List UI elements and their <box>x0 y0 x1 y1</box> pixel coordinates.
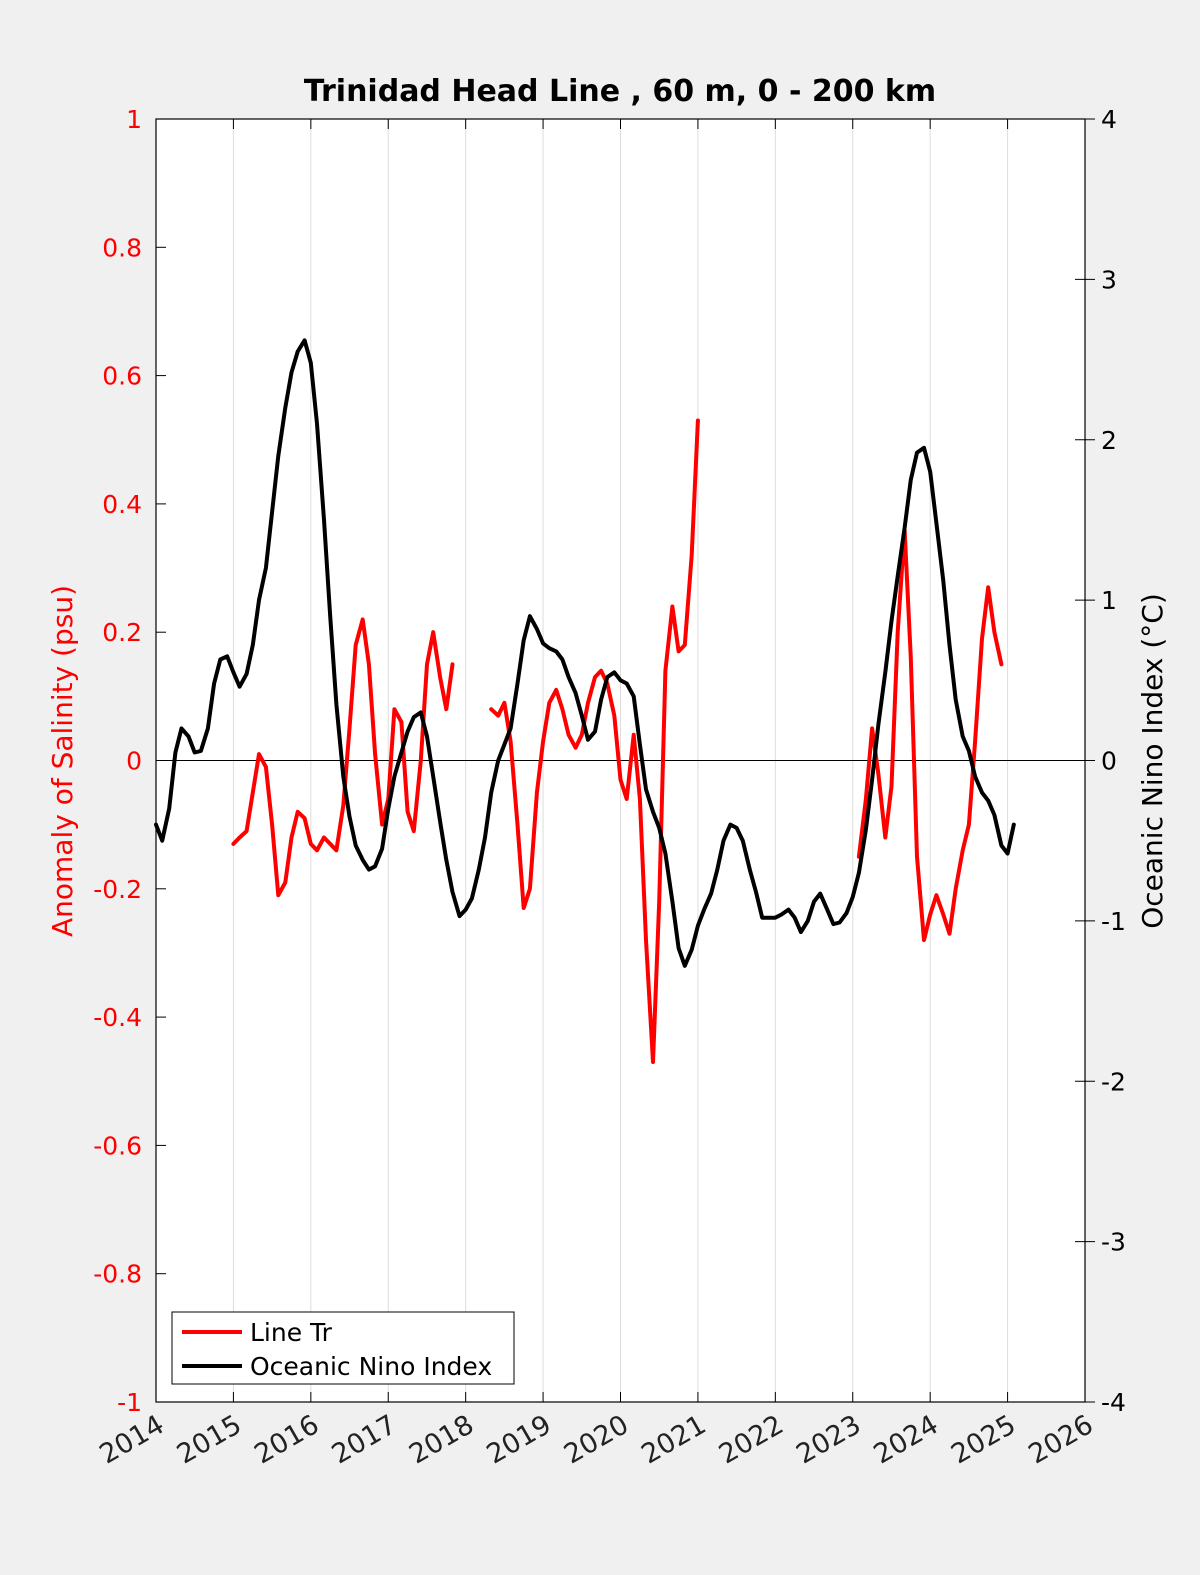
legend-label-line-tr: Line Tr <box>250 1318 333 1347</box>
series-lines <box>154 338 1016 1064</box>
x-tick-label-2020: 2020 <box>559 1409 634 1470</box>
y-left-tick-label: 0.2 <box>102 618 142 647</box>
x-tick-label-2014: 2014 <box>94 1409 169 1470</box>
chart-title: Trinidad Head Line , 60 m, 0 - 200 km <box>304 74 936 109</box>
x-tick-label-2021: 2021 <box>636 1409 711 1470</box>
y-right-tick-label: 2 <box>1101 426 1117 455</box>
y-right-tick-label: -4 <box>1101 1388 1126 1417</box>
y-right-tick-label: 1 <box>1101 586 1117 615</box>
y-right-tick-label: -1 <box>1101 907 1126 936</box>
y-right-tick-label: 0 <box>1101 747 1117 776</box>
y-left-tick-label: -0.6 <box>93 1131 142 1160</box>
series-line-tr-segment-0 <box>231 617 455 898</box>
y-right-tick-label: -2 <box>1101 1067 1126 1096</box>
series-line-tr-segment-2 <box>856 527 1004 943</box>
x-tick-label-2025: 2025 <box>946 1409 1021 1470</box>
x-tick-label-2023: 2023 <box>791 1409 866 1470</box>
series-oni-segment-0 <box>154 338 1016 968</box>
legend-label-oni: Oceanic Nino Index <box>250 1352 492 1381</box>
y-left-tick-label: 1 <box>126 105 142 134</box>
x-tick-label-2017: 2017 <box>327 1409 402 1470</box>
x-tick-label-2024: 2024 <box>869 1409 944 1470</box>
y-right-tick-label: 4 <box>1101 105 1117 134</box>
y-axis-label-left: Anomaly of Salinity (psu) <box>46 585 79 937</box>
y-axis-label-right: Oceanic Nino Index (°C) <box>1136 593 1169 929</box>
y-left-tick-label: 0.4 <box>102 490 142 519</box>
y-left-tick-label: -0.8 <box>93 1260 142 1289</box>
x-tick-label-2019: 2019 <box>482 1409 557 1470</box>
legend-box <box>171 1311 515 1385</box>
x-tick-label-2018: 2018 <box>404 1409 479 1470</box>
y-left-tick-label: 0.8 <box>102 233 142 262</box>
y-right-tick-label: 3 <box>1101 265 1117 294</box>
x-tick-label-2022: 2022 <box>714 1409 789 1470</box>
y-left-tick-label: -1 <box>117 1388 142 1417</box>
series-line-tr-segment-1 <box>489 418 700 1064</box>
legend: Line Tr Oceanic Nino Index <box>171 1311 515 1385</box>
y-left-tick-label: 0.6 <box>102 362 142 391</box>
y-left-tick-label: -0.2 <box>93 875 142 904</box>
x-tick-label-2016: 2016 <box>249 1409 324 1470</box>
x-tick-label-2026: 2026 <box>1023 1409 1098 1470</box>
x-tick-label-2015: 2015 <box>172 1409 247 1470</box>
y-left-tick-label: -0.4 <box>93 1003 142 1032</box>
y-right-tick-label: -3 <box>1101 1228 1126 1257</box>
y-left-tick-label: 0 <box>126 747 142 776</box>
